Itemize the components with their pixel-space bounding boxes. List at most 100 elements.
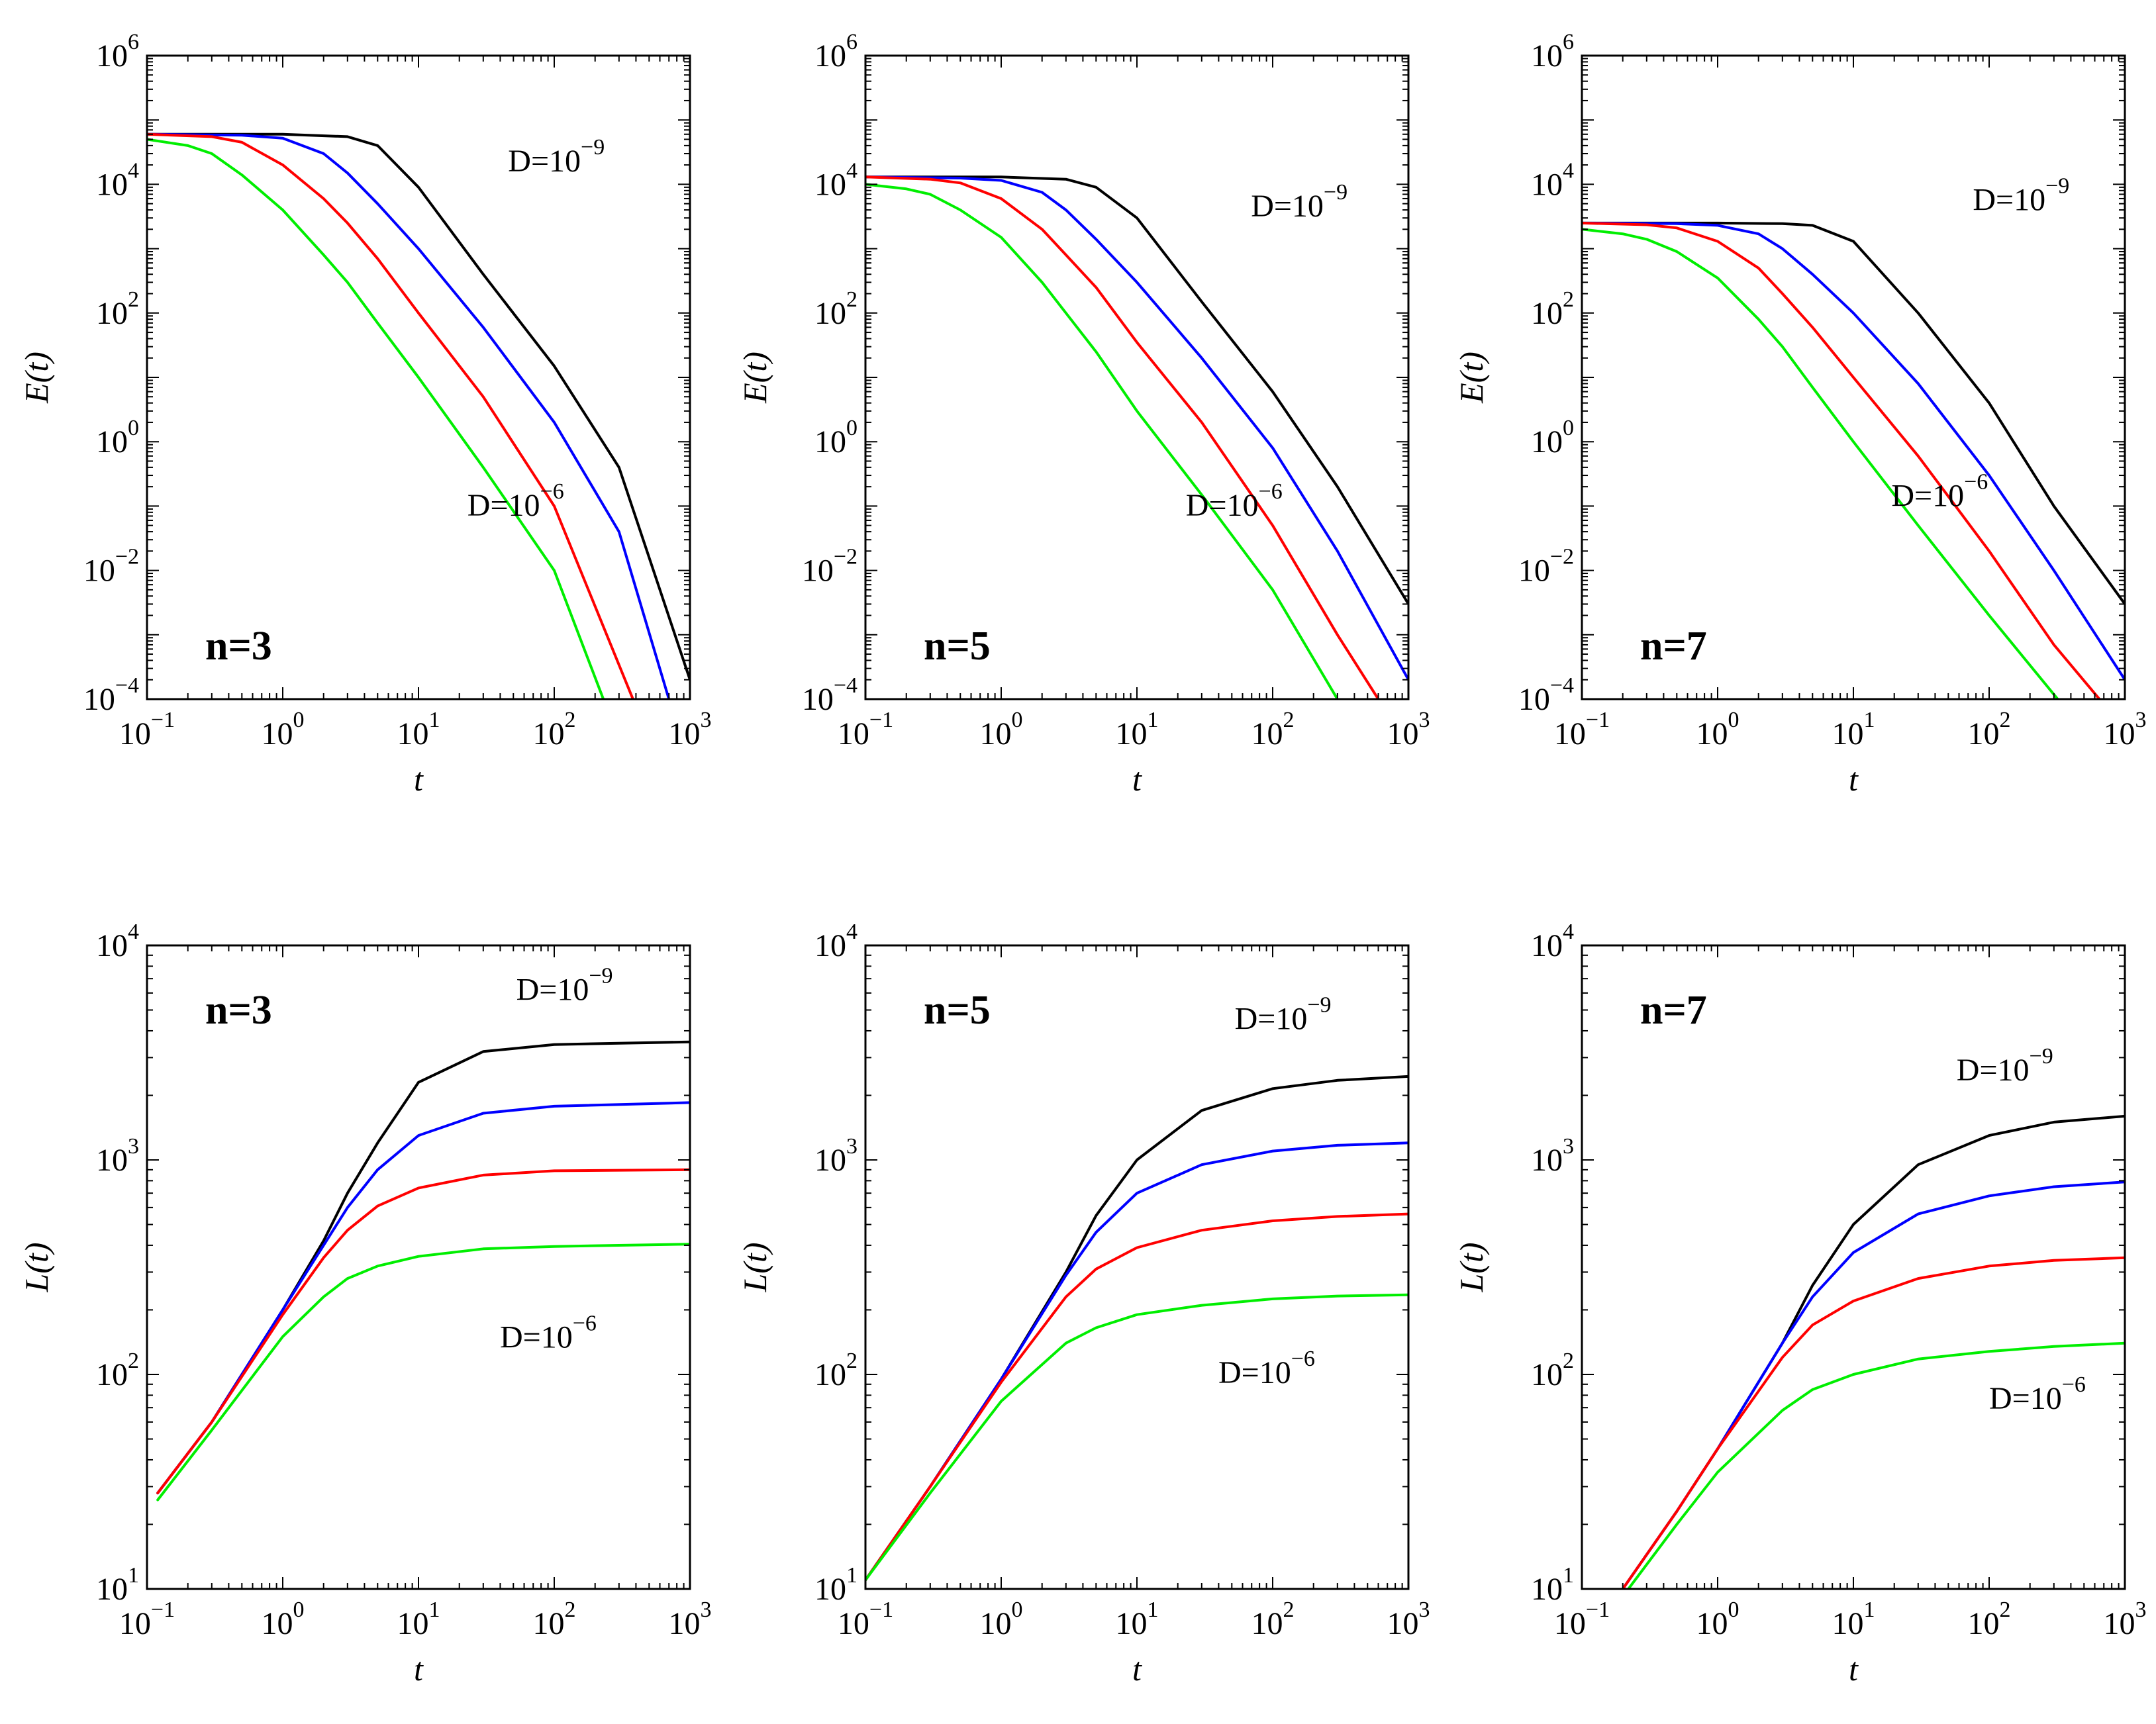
x-tick-label: 100 bbox=[1696, 708, 1740, 751]
chart-L-n7: 10−1 100 101 102 103101102103104tL(t)n=7D=10… bbox=[1453, 920, 2147, 1688]
x-tick-label-base: 10 bbox=[1968, 716, 2000, 751]
series-line-D=1e-7 bbox=[865, 1212, 1408, 1582]
x-tick-label: 101 bbox=[1116, 708, 1159, 751]
x-tick-label-exp: 1 bbox=[1148, 1598, 1159, 1622]
x-tick-label-exp: 2 bbox=[1283, 708, 1295, 732]
x-tick-label-exp: 2 bbox=[2000, 1598, 2011, 1622]
y-tick-label: 104 bbox=[814, 158, 858, 202]
x-tick-label-base: 10 bbox=[1832, 1606, 1864, 1641]
x-tick-label-exp: 1 bbox=[1148, 708, 1159, 732]
x-tick-label-base: 10 bbox=[119, 1606, 151, 1641]
annotation-label: D=10−6 bbox=[1989, 1372, 2086, 1416]
x-tick-label-exp: 3 bbox=[1419, 708, 1430, 732]
plot-frame bbox=[864, 944, 1410, 1590]
x-tick-label: 100 bbox=[262, 1598, 305, 1641]
y-tick-label: 100 bbox=[96, 416, 139, 459]
x-tick-label: 103 bbox=[1387, 708, 1430, 751]
x-tick-label-base: 10 bbox=[262, 1606, 293, 1641]
series-line-D=1e-8 bbox=[865, 175, 1408, 681]
x-tick-label-base: 10 bbox=[838, 716, 869, 751]
y-tick-label-exp: 4 bbox=[846, 920, 858, 944]
y-tick-label: 10−4 bbox=[1518, 673, 1574, 717]
x-tick-label-base: 10 bbox=[119, 716, 151, 751]
annotation-label: D=10−6 bbox=[500, 1312, 597, 1355]
x-tick-label-base: 10 bbox=[1554, 1606, 1586, 1641]
y-tick-label-base: 10 bbox=[96, 928, 128, 963]
y-tick-label: 10−4 bbox=[802, 673, 858, 717]
x-tick-label-exp: 1 bbox=[1864, 708, 1875, 732]
plot-frame bbox=[864, 54, 1410, 700]
y-tick-label-base: 10 bbox=[96, 38, 128, 73]
annotation-label-exp: −9 bbox=[581, 135, 605, 160]
x-tick-label-base: 10 bbox=[669, 1606, 701, 1641]
y-axis-label: E(t) bbox=[18, 352, 55, 404]
y-tick-label: 10−2 bbox=[1518, 545, 1574, 589]
y-tick-label-exp: −2 bbox=[1550, 545, 1574, 569]
x-tick-label-exp: 3 bbox=[2135, 708, 2147, 732]
series-line-D=1e-8 bbox=[865, 1141, 1408, 1582]
x-tick-label-exp: −1 bbox=[151, 708, 175, 732]
y-tick-label: 101 bbox=[814, 1563, 858, 1607]
y-tick-label: 104 bbox=[814, 920, 858, 963]
annotation-label-exp: −6 bbox=[1291, 1347, 1315, 1371]
y-tick-label-base: 10 bbox=[96, 167, 128, 202]
y-axis-label: L(t) bbox=[736, 1243, 773, 1293]
annotation-label-base: D=10 bbox=[516, 973, 589, 1008]
annotation-label-base: D=10 bbox=[500, 1320, 573, 1355]
x-tick-label-exp: 0 bbox=[1728, 1598, 1740, 1622]
x-tick-label: 100 bbox=[262, 708, 305, 751]
x-tick-label-exp: 2 bbox=[565, 708, 576, 732]
y-tick-label-base: 10 bbox=[83, 553, 115, 589]
y-tick-label: 104 bbox=[96, 158, 139, 202]
x-axis-label: t bbox=[1132, 761, 1142, 798]
tick-marks bbox=[146, 945, 690, 1590]
y-tick-label-exp: 2 bbox=[1563, 287, 1574, 312]
tick-marks bbox=[865, 945, 1408, 1590]
x-tick-label: 101 bbox=[397, 708, 440, 751]
x-tick-label: 10−1 bbox=[119, 1598, 175, 1641]
x-axis-label: t bbox=[1132, 1651, 1142, 1688]
panel-label: n=7 bbox=[1640, 988, 1707, 1033]
y-tick-label-base: 10 bbox=[814, 424, 846, 459]
y-tick-label-exp: 2 bbox=[846, 287, 858, 312]
x-tick-label-exp: 1 bbox=[429, 1598, 440, 1622]
series-line-D=1e-6 bbox=[865, 1293, 1408, 1582]
annotation-label: D=10−6 bbox=[467, 479, 564, 523]
x-tick-label-exp: 0 bbox=[293, 708, 305, 732]
x-tick-label: 101 bbox=[1116, 1598, 1159, 1641]
annotation-label-base: D=10 bbox=[1891, 478, 1964, 513]
x-tick-label: 10−1 bbox=[119, 708, 175, 751]
series-line-D=1e-8 bbox=[1582, 221, 2125, 681]
x-tick-label-exp: 0 bbox=[1012, 1598, 1023, 1622]
x-tick-label: 102 bbox=[533, 1598, 576, 1641]
y-tick-label-base: 10 bbox=[802, 682, 834, 717]
x-tick-label: 103 bbox=[669, 1598, 712, 1641]
panel-label: n=5 bbox=[924, 988, 991, 1033]
x-tick-label-base: 10 bbox=[1387, 716, 1419, 751]
x-tick-label-exp: −1 bbox=[869, 708, 893, 732]
annotation-label: D=10−9 bbox=[1957, 1044, 2053, 1088]
y-tick-label-base: 10 bbox=[814, 1143, 846, 1178]
y-tick-label: 10−4 bbox=[83, 673, 139, 717]
series-group bbox=[1582, 221, 2125, 699]
x-tick-label: 10−1 bbox=[1554, 1598, 1610, 1641]
x-tick-label-base: 10 bbox=[1968, 1606, 2000, 1641]
y-tick-label-base: 10 bbox=[1531, 1572, 1563, 1607]
x-axis-label: t bbox=[1849, 1651, 1859, 1688]
y-tick-label: 100 bbox=[814, 416, 858, 459]
series-line-D=1e-6 bbox=[156, 1243, 690, 1502]
y-tick-label-exp: 2 bbox=[128, 287, 139, 312]
x-tick-label-exp: 1 bbox=[1864, 1598, 1875, 1622]
y-tick-label: 103 bbox=[96, 1134, 139, 1178]
y-tick-label-exp: −2 bbox=[115, 545, 139, 569]
y-tick-label-exp: 6 bbox=[846, 30, 858, 54]
series-line-D=1e-7 bbox=[865, 175, 1380, 699]
y-tick-label: 102 bbox=[1531, 287, 1574, 331]
y-tick-label-exp: 4 bbox=[128, 158, 139, 183]
annotation-label-exp: −9 bbox=[589, 964, 612, 988]
series-line-D=1e-7 bbox=[147, 132, 634, 699]
x-tick-label-base: 10 bbox=[980, 716, 1012, 751]
tick-marks bbox=[865, 56, 1408, 700]
x-tick-label: 102 bbox=[1968, 1598, 2011, 1641]
x-tick-label-exp: 3 bbox=[701, 1598, 712, 1622]
